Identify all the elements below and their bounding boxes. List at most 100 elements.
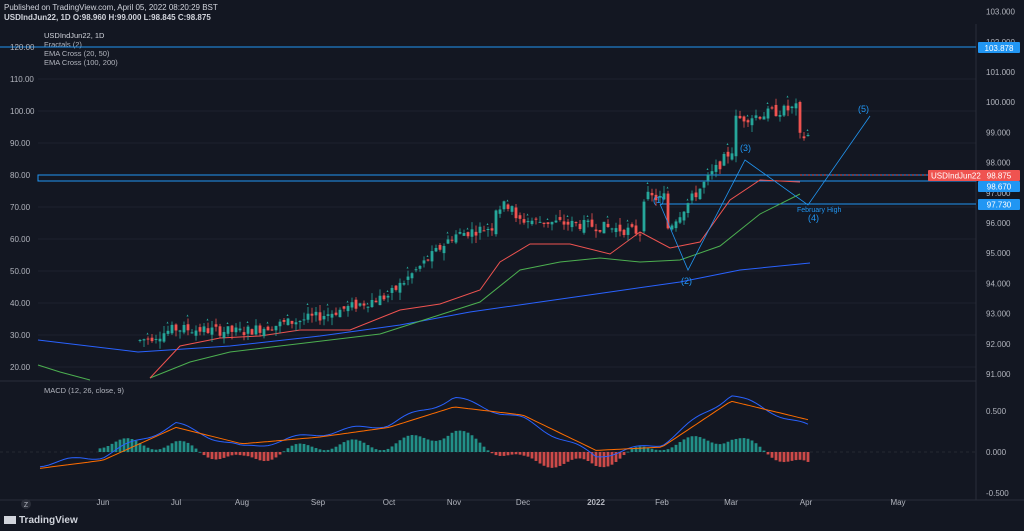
elliott-wave-path[interactable] (659, 115, 871, 271)
macd-hist-bar (502, 452, 506, 456)
candle-body (378, 295, 382, 306)
macd-hist-bar (370, 447, 374, 452)
candle-body (618, 224, 622, 232)
february-high-label[interactable]: February High (797, 207, 841, 214)
macd-hist-bar (138, 443, 142, 452)
macd-hist-bar (146, 447, 150, 452)
left-price-axis[interactable]: 20.00 30.00 40.00 50.00 60.00 70.00 80.00 90.00… (10, 43, 35, 372)
macd-hist-bar (774, 452, 778, 461)
macd-hist-bar (770, 452, 774, 458)
candle-body (198, 327, 202, 332)
wave-5-label[interactable]: (5) (858, 104, 869, 114)
candle-body (338, 309, 342, 318)
indicator-ema-cross-20-50[interactable]: EMA Cross (20, 50) (44, 49, 110, 58)
candle-body (786, 105, 790, 111)
candle-body (150, 337, 154, 342)
candle-body (422, 260, 426, 264)
candle-body (446, 239, 450, 244)
macd-hist-bar (278, 452, 282, 455)
auto-scale-button[interactable] (21, 499, 31, 509)
candle-body (698, 188, 702, 200)
macd-hist-bar (446, 435, 450, 452)
macd-hist-bar (178, 440, 182, 452)
candle-body (410, 273, 414, 279)
macd-hist-bar (786, 452, 790, 462)
range-zone[interactable] (37, 174, 977, 182)
candle-body (522, 219, 526, 223)
macd-hist-bar (498, 452, 502, 456)
macd-axis[interactable]: 0.500 0.000 -0.500 (986, 407, 1009, 498)
candle-body (714, 164, 718, 172)
macd-hist-bar (642, 446, 646, 452)
candle-body (234, 327, 238, 333)
candle-body (686, 203, 690, 213)
candle-body (214, 324, 218, 327)
candle-body (642, 201, 646, 232)
macd-hist-bar (258, 452, 262, 461)
macd-hist-bar (422, 437, 426, 452)
candle-body (154, 338, 158, 340)
macd-hist-bar (726, 441, 730, 452)
candle-body (590, 219, 594, 227)
macd-hist-bar (306, 445, 310, 452)
wave-1-label[interactable]: (1) (653, 195, 664, 205)
candle-body (206, 328, 210, 333)
right-price-axis[interactable]: 91.000 92.000 93.000 94.000 95.000 96.000 97.0… (986, 8, 1015, 379)
indicator-fractals[interactable]: Fractals (2) (44, 40, 82, 49)
fractal-mark: ▴ (787, 94, 789, 99)
macd-hist-bar (98, 448, 102, 452)
macd-axis-tick: -0.500 (986, 489, 1009, 498)
ema-50-line (149, 193, 801, 379)
candle-body (374, 300, 378, 303)
candle-body (770, 107, 774, 109)
macd-hist-bar (570, 452, 574, 460)
candle-body (430, 251, 434, 262)
candle-body (490, 228, 494, 231)
candle-body (434, 247, 438, 252)
macd-hist-bar (346, 440, 350, 452)
macd-label[interactable]: MACD (12, 26, close, 9) (44, 386, 125, 395)
candle-body (450, 239, 454, 241)
price-label-last: 98.875 (987, 172, 1012, 181)
wave-3-label[interactable]: (3) (740, 143, 751, 153)
candle-body (630, 224, 634, 227)
candle-body (466, 232, 470, 237)
candle-body (510, 206, 514, 212)
candle-body (358, 303, 362, 306)
macd-hist-bar (746, 438, 750, 452)
fractal-mark: ▴ (587, 213, 589, 218)
macd-hist-bar (462, 431, 466, 452)
macd-hist-bar (238, 452, 242, 456)
fractal-mark: ▴ (247, 319, 249, 324)
candle-body (626, 227, 630, 235)
price-label-98670-bg (978, 181, 1020, 192)
fractal-mark: ▴ (447, 229, 449, 234)
macd-hist-bar (738, 438, 742, 452)
macd-hist-bar (638, 446, 642, 452)
candle-body (606, 223, 610, 227)
candle-body (426, 259, 430, 261)
left-axis-tick: 40.00 (10, 299, 31, 308)
indicator-ema-cross-100-200[interactable]: EMA Cross (100, 200) (44, 58, 118, 67)
candle-body (322, 315, 326, 320)
right-axis-tick: 92.000 (986, 340, 1011, 349)
fractal-mark: ▴ (687, 197, 689, 202)
candle-body (402, 283, 406, 285)
candle-body (738, 115, 742, 119)
candle-body (702, 181, 706, 188)
macd-hist-bar (542, 452, 546, 466)
price-label-last-bg (928, 170, 1020, 181)
wave-4-label[interactable]: (4) (808, 213, 819, 223)
candle-body (558, 217, 562, 220)
published-line: Published on TradingView.com, April 05, … (4, 3, 218, 12)
fractal-mark: ▴ (187, 312, 189, 317)
macd-hist-bar (442, 438, 446, 452)
candle-body (794, 103, 798, 109)
indicator-symbol[interactable]: USDIndJun22, 1D (44, 31, 105, 40)
time-axis[interactable]: Jun Jul Aug Sep Oct Nov Dec 2022 Feb Mar Apr May (97, 498, 906, 507)
right-axis-tick: 100.000 (986, 98, 1015, 107)
wave-2-label[interactable]: (2) (681, 276, 692, 286)
candle-body (622, 229, 626, 235)
left-axis-tick: 120.00 (10, 43, 35, 52)
